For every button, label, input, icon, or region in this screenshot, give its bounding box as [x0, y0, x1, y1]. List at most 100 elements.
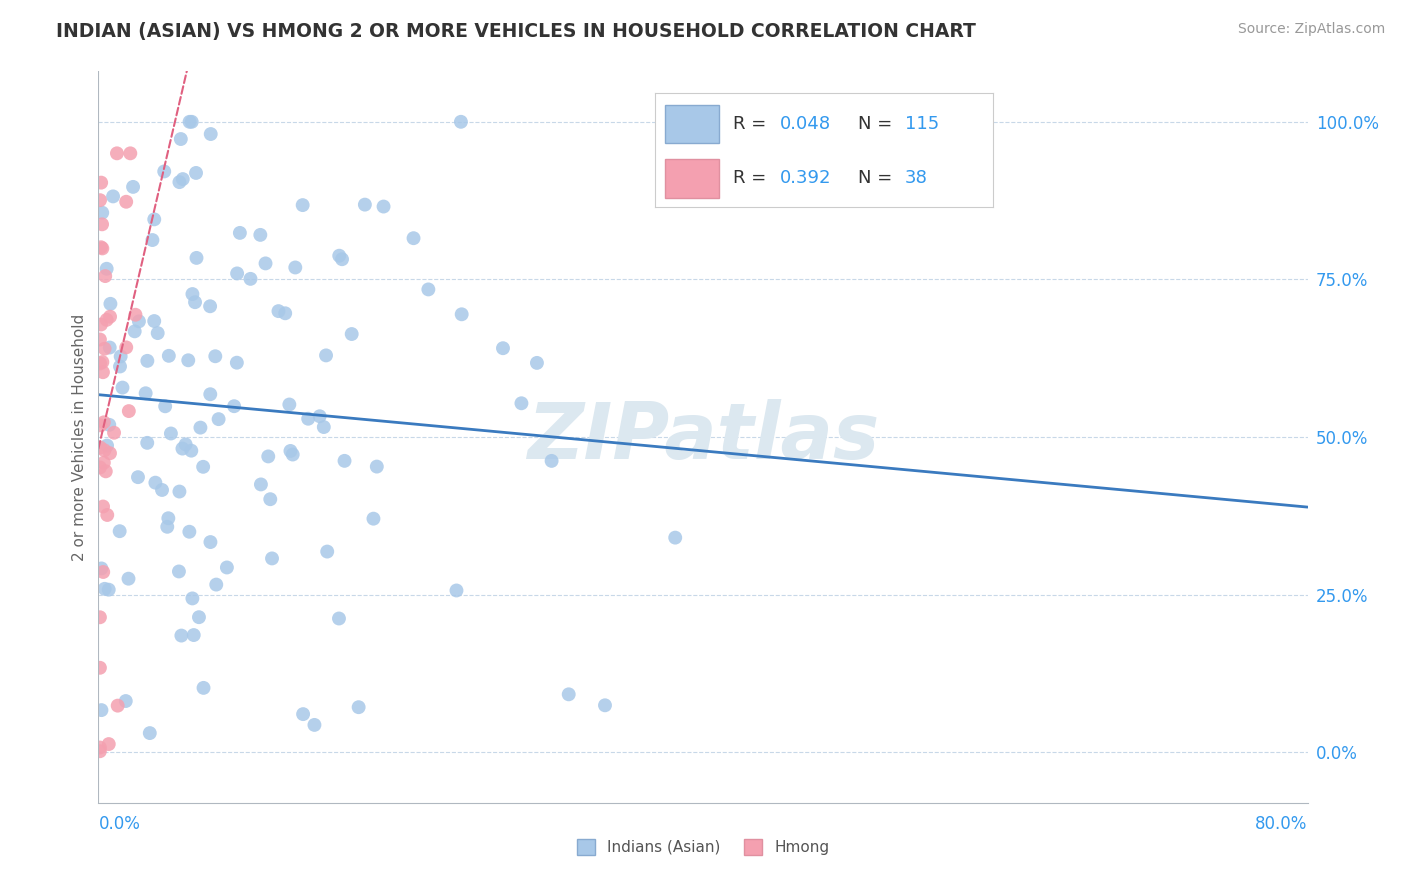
Point [333, 454, 356, 468]
Point [110, 350, 132, 364]
Point [153, 399, 176, 413]
Point [184, 166, 207, 180]
Point [184, 295, 207, 310]
Point [540, 454, 562, 468]
Point [91, 217, 114, 231]
Point [93, 582, 115, 596]
Point [284, 260, 307, 275]
Point [94, 464, 117, 478]
Point [93, 342, 115, 356]
Point [169, 175, 191, 189]
Point [179, 115, 201, 129]
Point [315, 348, 337, 362]
Point [100, 297, 122, 311]
Point [101, 189, 124, 203]
Point [103, 425, 125, 440]
Point [169, 484, 191, 499]
Point [91, 205, 114, 219]
Point [156, 520, 179, 534]
Point [340, 326, 363, 341]
Point [250, 477, 273, 491]
Point [347, 700, 370, 714]
Point [124, 324, 146, 338]
Point [120, 146, 142, 161]
Point [108, 524, 131, 539]
Point [297, 411, 319, 425]
Point [170, 629, 193, 643]
Point [312, 420, 335, 434]
Point [98, 341, 121, 355]
Point [328, 249, 350, 263]
Point [224, 399, 246, 413]
Point [107, 698, 129, 713]
Point [90, 318, 112, 332]
Point [157, 511, 180, 525]
Point [308, 409, 330, 424]
Point [259, 492, 281, 507]
Text: Source: ZipAtlas.com: Source: ZipAtlas.com [1237, 22, 1385, 37]
Point [111, 381, 134, 395]
Point [93, 443, 115, 458]
Point [146, 326, 169, 340]
Point [249, 227, 271, 242]
Point [108, 359, 131, 374]
Point [93, 415, 115, 429]
Text: ZIPatlas: ZIPatlas [527, 399, 879, 475]
Point [89, 744, 111, 758]
Point [557, 687, 579, 701]
Point [254, 256, 277, 270]
Point [89, 418, 111, 433]
Point [257, 450, 280, 464]
Point [316, 544, 339, 558]
Point [260, 551, 283, 566]
Point [373, 200, 395, 214]
Point [183, 628, 205, 642]
Point [225, 356, 247, 370]
Point [141, 233, 163, 247]
Point [98, 446, 121, 460]
Point [664, 531, 686, 545]
Point [446, 583, 468, 598]
Point [89, 460, 111, 475]
Text: INDIAN (ASIAN) VS HMONG 2 OR MORE VEHICLES IN HOUSEHOLD CORRELATION CHART: INDIAN (ASIAN) VS HMONG 2 OR MORE VEHICL… [56, 22, 976, 41]
Point [215, 560, 238, 574]
Point [122, 180, 145, 194]
Point [179, 524, 201, 539]
Point [91, 500, 114, 514]
Point [153, 164, 176, 178]
Point [91, 365, 114, 379]
Point [170, 132, 193, 146]
Point [136, 354, 159, 368]
Point [239, 272, 262, 286]
Point [174, 437, 197, 451]
Point [181, 287, 204, 301]
Point [91, 355, 114, 369]
Y-axis label: 2 or more Vehicles in Household: 2 or more Vehicles in Household [72, 313, 87, 561]
Point [186, 251, 208, 265]
Point [90, 703, 112, 717]
Point [157, 349, 180, 363]
Point [114, 694, 136, 708]
Point [96, 261, 118, 276]
Point [281, 448, 304, 462]
Point [145, 475, 167, 490]
Point [98, 417, 121, 432]
Point [115, 194, 138, 209]
Point [278, 397, 301, 411]
Point [191, 459, 214, 474]
Point [330, 252, 353, 267]
Point [328, 611, 350, 625]
Point [89, 740, 111, 755]
Point [181, 591, 204, 606]
Point [139, 726, 162, 740]
Point [593, 698, 616, 713]
Point [207, 412, 229, 426]
Point [193, 681, 215, 695]
Point [127, 470, 149, 484]
Point [117, 572, 139, 586]
Point [160, 426, 183, 441]
Point [200, 127, 222, 141]
Point [450, 307, 472, 321]
Point [177, 353, 200, 368]
Point [402, 231, 425, 245]
